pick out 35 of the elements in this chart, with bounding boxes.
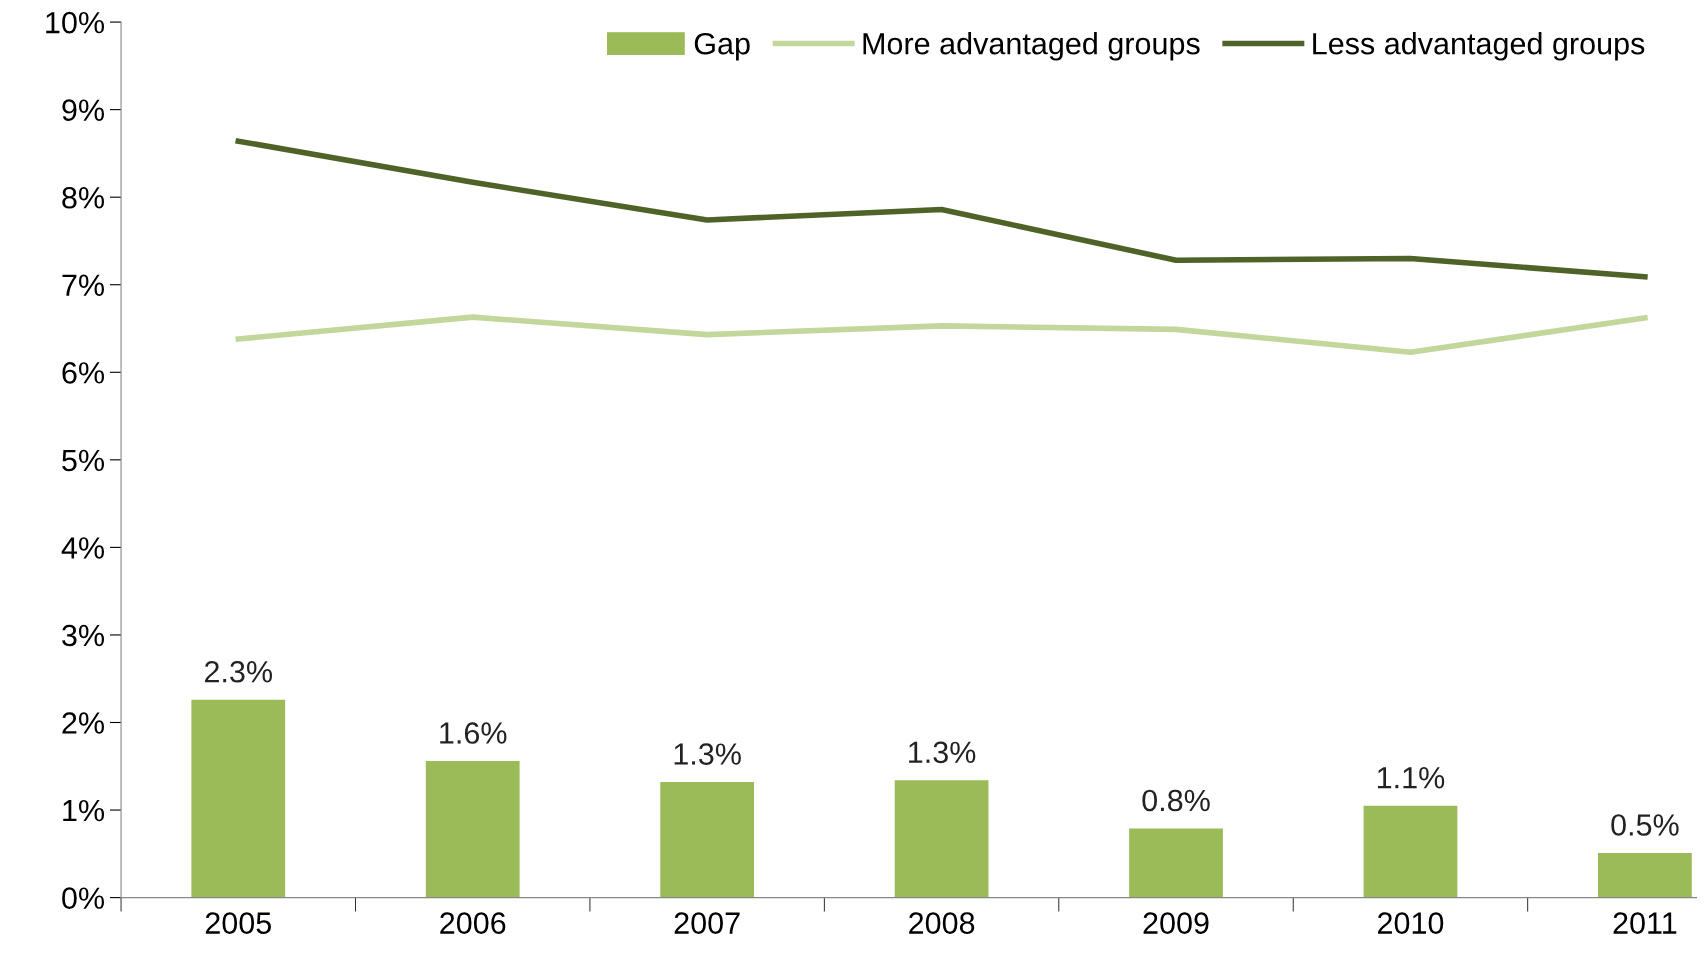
data-label: 1.6% xyxy=(440,722,507,744)
y-tick-label: 8% xyxy=(62,186,104,209)
x-tick-label: 2010 xyxy=(1378,912,1444,934)
bar xyxy=(660,782,755,898)
y-tick-label: 5% xyxy=(62,449,104,472)
x-tick-label: 2008 xyxy=(909,912,975,934)
legend-label: Gap xyxy=(694,32,750,61)
legend-label: More advantaged groups xyxy=(863,32,1200,61)
x-tick-label: 2009 xyxy=(1143,912,1209,934)
y-tick-label: 4% xyxy=(61,537,104,559)
y-tick-label: 0% xyxy=(62,887,104,909)
y-tick-label: 9% xyxy=(62,99,104,121)
data-label: 1.3% xyxy=(674,743,741,765)
data-label: 2.3% xyxy=(204,660,273,683)
bar xyxy=(191,699,286,898)
bar xyxy=(1129,828,1223,898)
bar xyxy=(425,761,520,898)
x-tick-label: 2006 xyxy=(440,912,506,934)
bar xyxy=(894,780,989,898)
y-tick-label: 7% xyxy=(62,274,104,296)
y-tick-label: 2% xyxy=(62,712,104,734)
x-tick-label: 2005 xyxy=(205,912,271,934)
x-tick-label: 2007 xyxy=(674,912,740,934)
y-tick-label: 10% xyxy=(46,11,104,34)
data-label: 1.1% xyxy=(1377,767,1445,789)
y-tick-label: 1% xyxy=(63,799,104,822)
data-label: 1.3% xyxy=(909,741,976,764)
bar xyxy=(1598,852,1692,898)
y-tick-label: 6% xyxy=(62,362,104,384)
x-tick-label: 2011 xyxy=(1613,912,1677,934)
legend-label: Less advantaged groups xyxy=(1313,32,1645,61)
data-label: 0.8% xyxy=(1142,789,1210,812)
bar xyxy=(1363,805,1458,898)
data-label: 0.5% xyxy=(1611,814,1679,836)
y-tick-label: 3% xyxy=(62,624,104,647)
